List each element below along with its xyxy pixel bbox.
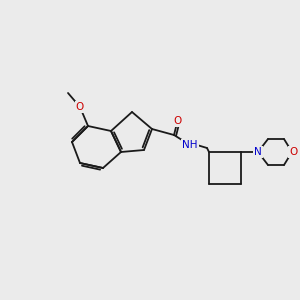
Text: O: O xyxy=(174,116,182,126)
Text: N: N xyxy=(254,147,262,157)
Text: O: O xyxy=(76,102,84,112)
Text: O: O xyxy=(289,147,297,157)
Text: NH: NH xyxy=(182,140,198,150)
